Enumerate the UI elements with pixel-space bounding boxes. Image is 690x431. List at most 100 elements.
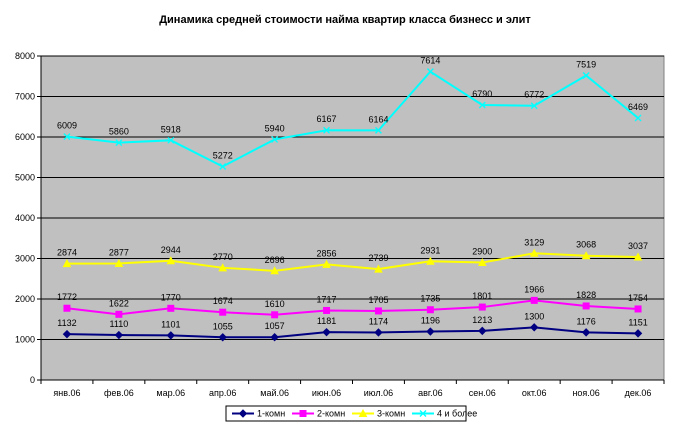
marker-stroke	[219, 163, 227, 170]
data-label: 1770	[161, 292, 181, 302]
chart-title: Динамика средней стоимости найма квартир…	[159, 14, 531, 26]
data-label: 1300	[524, 311, 544, 321]
x-tick-label: дек.06	[625, 388, 652, 398]
y-tick-label: 3000	[15, 254, 35, 264]
data-label: 1213	[472, 315, 492, 325]
data-point	[323, 306, 331, 314]
data-label: 2900	[472, 247, 492, 257]
data-point	[634, 114, 642, 122]
series-line	[66, 326, 639, 339]
marker-stroke	[530, 102, 538, 110]
data-point	[218, 263, 228, 272]
data-point	[62, 259, 72, 268]
marker-stroke	[271, 135, 279, 143]
data-label: 2944	[161, 245, 181, 255]
marker-stroke	[582, 72, 590, 79]
data-label: 3068	[576, 240, 596, 250]
data-point	[271, 311, 279, 319]
data-point	[582, 72, 590, 79]
data-label: 1057	[265, 321, 285, 331]
series-1	[62, 323, 643, 342]
data-label: 1622	[109, 298, 129, 308]
data-point	[529, 248, 539, 257]
data-label: 1055	[213, 321, 233, 331]
data-point	[322, 259, 331, 268]
legend-marker	[419, 410, 427, 417]
data-label: 6167	[317, 114, 337, 124]
data-point	[115, 139, 123, 147]
legend-item: 2-комн	[292, 409, 345, 419]
data-label: 2696	[265, 255, 285, 265]
marker-stroke	[634, 114, 642, 122]
series-layer	[62, 68, 643, 342]
data-label: 5940	[265, 123, 285, 133]
data-point	[271, 135, 279, 143]
legend-item: 4 и более	[412, 409, 477, 419]
data-label: 6469	[628, 102, 648, 112]
data-point	[218, 333, 227, 342]
data-point	[114, 330, 124, 340]
data-point	[167, 136, 175, 144]
data-label: 1132	[57, 318, 76, 328]
data-point	[114, 258, 124, 267]
data-label: 1151	[628, 317, 647, 327]
legend-label: 3-комн	[377, 409, 405, 419]
marker-stroke	[63, 133, 71, 141]
legend-marker	[238, 409, 248, 418]
data-label: 1674	[213, 296, 233, 306]
data-point	[270, 332, 279, 342]
data-label: 7614	[420, 56, 440, 66]
y-tick-label: 2000	[15, 294, 35, 304]
data-label: 5860	[109, 127, 129, 137]
legend-item: 3-комн	[352, 409, 405, 419]
data-label: 2856	[317, 248, 337, 258]
data-point	[166, 256, 176, 265]
data-label: 5272	[213, 150, 233, 160]
data-point	[581, 328, 591, 337]
data-point	[530, 323, 539, 332]
data-label: 7519	[576, 59, 596, 69]
data-label: 1966	[524, 284, 544, 294]
data-label: 1801	[472, 291, 492, 301]
data-point	[478, 326, 487, 336]
data-label: 1110	[110, 319, 129, 329]
data-point	[166, 331, 175, 340]
data-point	[322, 327, 331, 337]
legend-item: 1-комн	[232, 409, 285, 419]
data-point	[374, 126, 382, 134]
data-label: 2877	[109, 247, 129, 257]
legend-label: 1-комн	[257, 409, 285, 419]
data-label: 2739	[368, 253, 388, 263]
y-tick-label: 0	[30, 375, 35, 385]
data-label: 1174	[369, 316, 388, 326]
data-label: 6790	[472, 89, 492, 99]
series-line	[66, 299, 639, 316]
x-tick-label: мар.06	[156, 388, 185, 398]
x-tick-label: фев.06	[104, 388, 134, 398]
data-point	[374, 328, 383, 337]
series-3	[62, 248, 643, 275]
data-label: 6009	[57, 121, 77, 131]
x-tick-label: ноя.06	[572, 388, 599, 398]
data-label: 3037	[628, 241, 648, 251]
data-label: 1828	[576, 290, 596, 300]
x-tick-label: сен.06	[469, 388, 496, 398]
axes: 0 1000 2000 3000 4000 5000 6000 7000 8000 янв.06 ф…	[15, 51, 665, 398]
data-label: 1717	[317, 294, 337, 304]
legend-marker	[358, 408, 368, 417]
marker-stroke	[115, 139, 123, 147]
data-label: 6772	[524, 90, 544, 100]
data-point	[582, 302, 590, 310]
marker-stroke	[167, 136, 175, 144]
y-tick-label: 4000	[15, 213, 35, 223]
data-point	[374, 307, 382, 315]
data-point	[478, 101, 486, 109]
data-point	[530, 102, 538, 110]
data-point	[62, 329, 72, 339]
y-tick-label: 5000	[15, 173, 35, 183]
data-point	[581, 251, 591, 260]
data-point	[323, 126, 331, 134]
y-tick-label: 8000	[15, 51, 35, 61]
series-4	[63, 68, 642, 170]
